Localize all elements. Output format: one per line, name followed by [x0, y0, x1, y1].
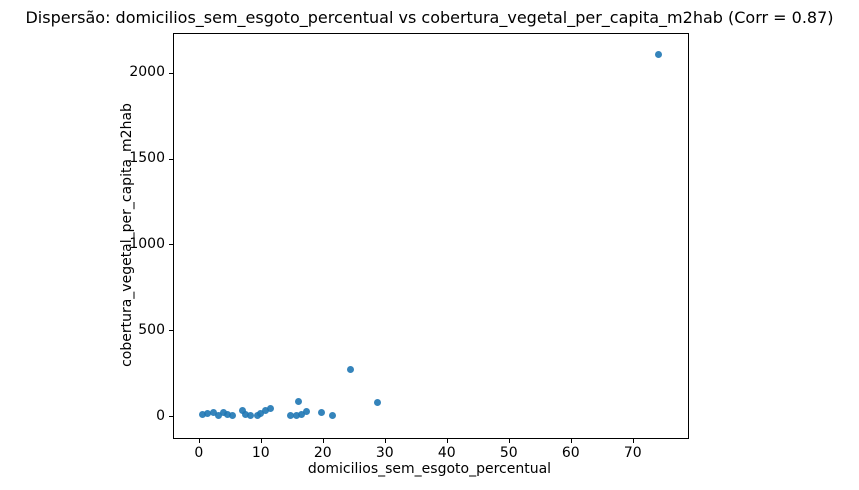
x-tick-label: 60: [561, 445, 580, 461]
data-point: [373, 398, 381, 406]
y-tick-label: 1500: [129, 150, 165, 167]
data-point: [247, 412, 255, 420]
y-tick: [169, 158, 173, 160]
chart-title: Dispersão: domicilios_sem_esgoto_percent…: [25, 8, 834, 27]
x-tick-label: 0: [194, 445, 204, 461]
data-point: [318, 409, 326, 417]
data-point: [203, 410, 211, 418]
x-tick: [508, 439, 510, 443]
y-tick-label: 1000: [129, 235, 165, 252]
y-axis-label: cobertura_vegetal_per_capita_m2hab: [119, 103, 135, 367]
data-point: [229, 411, 237, 419]
x-tick-label: 70: [623, 445, 642, 461]
data-point: [293, 412, 301, 420]
plot-area: [173, 33, 689, 439]
x-tick-label: 10: [251, 445, 270, 461]
x-tick: [570, 439, 572, 443]
y-tick: [169, 416, 173, 418]
x-axis-label: domicilios_sem_esgoto_percentual: [307, 461, 552, 477]
x-tick-label: 20: [313, 445, 332, 461]
y-tick-label: 0: [156, 407, 165, 424]
y-tick-label: 2000: [129, 64, 165, 81]
data-point: [209, 409, 217, 417]
data-point: [220, 408, 228, 416]
data-point: [199, 411, 207, 419]
data-point: [242, 410, 250, 418]
data-point: [328, 411, 336, 419]
x-tick: [260, 439, 262, 443]
data-point: [257, 409, 265, 417]
x-tick: [198, 439, 200, 443]
x-tick: [632, 439, 634, 443]
y-tick-label: 500: [138, 321, 165, 338]
y-tick: [169, 330, 173, 332]
data-point: [224, 410, 232, 418]
data-point: [253, 411, 261, 419]
x-tick-label: 50: [499, 445, 518, 461]
x-tick-label: 40: [437, 445, 456, 461]
data-point: [346, 366, 354, 374]
data-point: [297, 410, 305, 418]
data-point: [295, 397, 303, 405]
x-tick-label: 30: [375, 445, 394, 461]
x-tick: [446, 439, 448, 443]
data-point: [215, 411, 223, 419]
data-point: [262, 407, 270, 415]
y-tick: [169, 72, 173, 74]
data-point: [287, 412, 295, 420]
data-point: [266, 404, 274, 412]
x-tick: [384, 439, 386, 443]
x-tick: [322, 439, 324, 443]
data-point: [655, 50, 663, 58]
data-point: [303, 408, 311, 416]
y-tick: [169, 244, 173, 246]
